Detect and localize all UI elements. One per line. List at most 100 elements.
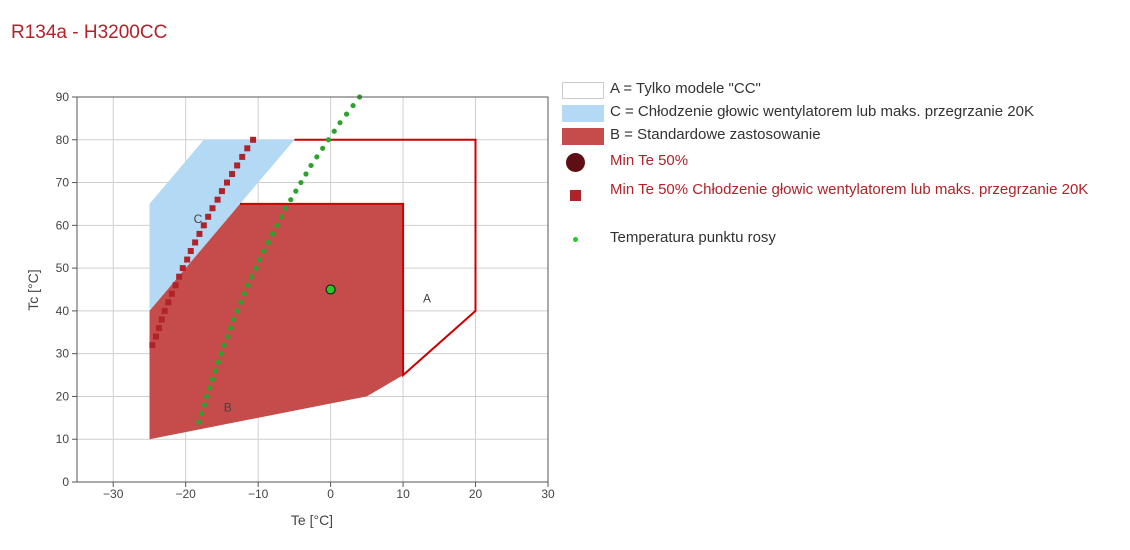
dew-point-marker-13	[234, 308, 240, 314]
square-marker-3	[158, 316, 165, 323]
dew-point-marker-30	[308, 162, 314, 169]
square-marker-12	[192, 239, 199, 246]
dew-point-marker-10	[225, 333, 231, 340]
square-marker-5	[165, 299, 172, 306]
square-marker-9	[179, 265, 186, 272]
legend-circle-icon	[566, 153, 585, 172]
dew-point-marker-33	[325, 137, 332, 143]
dew-point-marker-1	[199, 410, 205, 417]
dew-point-marker-9	[221, 342, 227, 348]
dew-point-marker-25	[283, 205, 289, 211]
legend-label-min-te-50-cooling: Min Te 50% Chłodzenie głowic wentylatore…	[610, 181, 1089, 198]
legend-label-c: C = Chłodzenie głowic wentylatorem lub m…	[610, 103, 1034, 120]
plot-frame	[76, 96, 549, 483]
dew-point-marker-37	[350, 102, 356, 109]
legend-label-min-te-50: Min Te 50%	[610, 152, 689, 169]
square-marker-19	[223, 179, 230, 186]
dew-point-marker-6	[212, 368, 219, 374]
dew-point-marker-31	[314, 154, 320, 160]
legend-label-b: B = Standardowe zastosowanie	[610, 126, 821, 143]
area-label-a: A	[423, 291, 431, 305]
area-label-b: B	[224, 400, 232, 414]
dew-point-marker-28	[298, 179, 304, 186]
y-tick-label-1: 10	[56, 432, 70, 446]
x-tick-label-1: −20	[176, 487, 197, 501]
legend-item-c[interactable]: C = Chłodzenie głowic wentylatorem lub m…	[562, 103, 1034, 123]
square-marker-16	[209, 205, 216, 212]
square-marker-0	[149, 342, 156, 349]
dew-point-marker-20	[261, 248, 267, 254]
x-axis-title: Te [°C]	[291, 512, 333, 528]
dew-point-marker-5	[209, 376, 216, 382]
dew-point-marker-35	[337, 120, 343, 126]
square-marker-2	[155, 325, 162, 331]
dew-point-marker-14	[238, 299, 244, 305]
y-tick-label-9: 90	[56, 90, 70, 104]
axes: −30 −20 −10 0 10 20 30 0 10 20 30 40 50 60 70 80 90	[56, 90, 555, 501]
dew-point-marker-17	[249, 274, 255, 280]
y-tick-label-3: 30	[56, 347, 70, 361]
legend-item-a[interactable]: A = Tylko modele "CC"	[562, 80, 761, 100]
square-marker-18	[218, 188, 225, 195]
x-tick-label-5: 20	[469, 487, 483, 501]
square-marker-20	[229, 171, 236, 177]
legend-square-icon	[570, 190, 581, 201]
x-tick-label-6: 30	[541, 487, 555, 501]
legend-label-dew-point: Temperatura punktu rosy	[610, 229, 776, 246]
square-marker-13	[196, 230, 203, 237]
dew-point-marker-23	[274, 222, 280, 228]
square-marker-24	[250, 136, 257, 143]
square-marker-22	[239, 153, 246, 160]
y-tick-label-5: 50	[56, 261, 70, 275]
dew-point-marker-32	[320, 145, 326, 151]
square-marker-10	[184, 256, 191, 263]
legend-label-a: A = Tylko modele "CC"	[610, 80, 761, 97]
legend-item-min-te-50[interactable]: Min Te 50%	[562, 152, 688, 172]
x-tick-label-2: −10	[248, 487, 269, 501]
y-tick-label-8: 80	[56, 133, 70, 147]
legend-item-min-te-50-cooling[interactable]: Min Te 50% Chłodzenie głowic wentylatore…	[562, 181, 1100, 201]
chart-title: R134a - H3200CC	[11, 22, 168, 43]
area-c	[149, 139, 295, 311]
dew-point-marker-2	[201, 402, 208, 408]
x-tick-label-4: 10	[396, 487, 410, 501]
area-a	[240, 138, 477, 378]
x-tick-label-3: 0	[327, 487, 334, 501]
square-marker-14	[200, 222, 207, 229]
square-marker-23	[244, 145, 251, 152]
square-marker-4	[161, 307, 168, 314]
y-tick-label-7: 70	[56, 176, 70, 190]
dew-point-marker-8	[218, 351, 224, 357]
dew-point-marker-7	[215, 359, 221, 365]
series	[149, 94, 363, 425]
y-tick-label-4: 40	[56, 304, 70, 318]
dew-point-marker-26	[288, 197, 294, 203]
legend-dot-icon	[573, 237, 578, 242]
square-marker-8	[176, 273, 183, 280]
dew-point-marker-12	[230, 316, 237, 323]
dew-point-marker-24	[278, 214, 284, 220]
legend-swatch-c	[562, 105, 604, 122]
dew-point-marker-34	[331, 128, 337, 134]
legend-item-dew-point[interactable]: Temperatura punktu rosy	[562, 229, 776, 249]
dew-point-marker-16	[245, 282, 251, 288]
dew-point-marker-21	[265, 239, 271, 246]
dew-point-marker-15	[241, 291, 247, 297]
square-marker-11	[187, 248, 194, 254]
legend-swatch-a	[562, 82, 604, 99]
dew-point-marker-3	[204, 393, 210, 400]
dew-point-marker-19	[257, 256, 263, 263]
y-tick-label-6: 60	[56, 218, 70, 232]
square-marker-1	[152, 333, 159, 340]
legend-item-b[interactable]: B = Standardowe zastosowanie	[562, 126, 821, 146]
y-tick-label-0: 0	[62, 475, 69, 489]
dew-point-marker-22	[270, 231, 276, 237]
dew-point-marker-11	[228, 325, 234, 331]
dew-point-marker-27	[293, 188, 299, 194]
square-marker-17	[214, 196, 221, 203]
dew-point-marker-4	[207, 385, 213, 391]
dew-point-marker-0	[196, 419, 202, 425]
square-marker-15	[205, 213, 212, 220]
min-te-50-marker	[325, 284, 336, 295]
